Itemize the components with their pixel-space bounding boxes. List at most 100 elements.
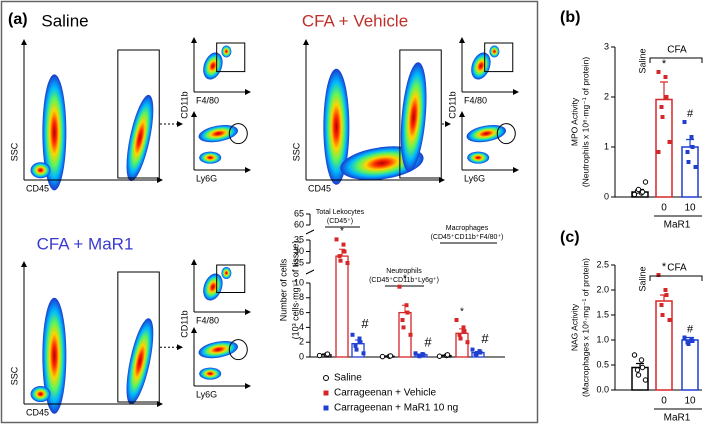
flow-title: CFA + MaR1 [37,234,134,253]
density-blob [203,273,223,301]
data-point [457,332,462,337]
data-point [379,353,386,360]
density-blob [467,151,490,164]
data-point [664,293,669,297]
y-tick-label: 1.0 [596,334,609,344]
bracket [649,275,703,281]
data-point [408,332,413,337]
y-tick-label: 60 [294,219,304,229]
axis-label: SSC [9,142,19,161]
data-point [345,261,350,265]
axis-break [305,229,315,235]
legend-marker [323,375,329,381]
bar [681,146,699,198]
data-point [358,340,363,345]
axis-label: Ly6G [464,173,485,183]
data-point [337,254,342,259]
data-point [693,165,698,169]
density-blob [199,151,222,164]
y-tick-label: 6 [299,307,304,317]
y-tick-label: 10 [294,277,304,287]
category-label: Total Lekocytes [316,209,365,216]
y-tick-label: 0 [299,351,304,361]
legend-marker [323,390,329,396]
density-blob [471,52,491,80]
data-point [397,284,402,289]
group-label: MaR1 [664,413,691,424]
axis-label: SSC [9,366,19,385]
data-point [405,310,410,315]
data-point [462,329,467,334]
data-point [316,352,323,359]
density-blob [42,297,67,414]
density-blob [221,45,232,58]
data-point [686,342,691,346]
data-point [639,189,646,195]
data-point [656,273,661,277]
y-tick-label: 3 [604,41,609,51]
data-point [634,367,641,373]
y-axis-label: Number of cells [278,258,288,321]
y-tick-label: 8 [299,292,304,302]
data-point [400,318,405,322]
x-tick-label: 10 [684,203,696,214]
significance-mark: * [662,58,667,70]
bracket [649,57,703,63]
data-point [354,347,359,352]
bar [655,98,673,198]
data-point [350,332,355,337]
axis-label: Ly6G [196,389,217,399]
data-point [401,325,406,330]
data-point [689,135,694,139]
data-point [458,336,463,341]
data-point [660,115,665,119]
data-point [656,150,661,154]
data-point [387,353,394,359]
group-label: CFA [667,263,687,274]
x-tick-label: 10 [684,396,696,407]
gate [216,42,246,73]
group-label: Saline [637,48,647,73]
y-tick-label: 0.5 [596,359,609,369]
density-blob [466,124,507,143]
y-axis-label: (Neutrophils x 10⁶·mg⁻¹ of protein) [580,57,590,188]
data-point [436,353,443,359]
density-blob [203,52,223,80]
axis-label: Ly6G [196,173,217,183]
data-point [682,120,687,124]
panel-label: (c) [560,229,580,246]
density-blob [126,94,154,182]
bar [681,339,699,391]
data-point [470,347,475,352]
data-point [334,237,339,242]
gate [484,42,514,73]
density-blob [198,340,239,359]
group-label: CFA [667,45,687,56]
gate [496,123,516,145]
density-blob [400,62,427,172]
data-point [342,249,347,254]
data-point [353,343,358,348]
axis-label: F4/80 [196,95,219,105]
density-blob [126,318,154,405]
axis-label: F4/80 [196,315,219,325]
y-tick-label: 0 [604,191,609,201]
flow-title: CFA + Vehicle [302,11,408,30]
gate [228,123,248,145]
significance-mark: # [687,323,694,335]
significance-mark: * [460,307,464,318]
x-tick-label: 0 [661,396,667,407]
flow-title: Saline [41,11,88,30]
gate [228,339,248,361]
data-point [338,258,343,263]
axis-label: CD11b [447,91,457,118]
y-tick-label: 25 [294,257,304,267]
significance-mark: # [424,335,432,350]
data-point [631,191,638,198]
data-point [682,335,687,340]
category-label: Macrophages [446,225,489,232]
data-point [341,242,346,247]
density-blob [30,386,51,403]
group-label: MaR1 [664,220,691,231]
data-point [685,150,690,154]
